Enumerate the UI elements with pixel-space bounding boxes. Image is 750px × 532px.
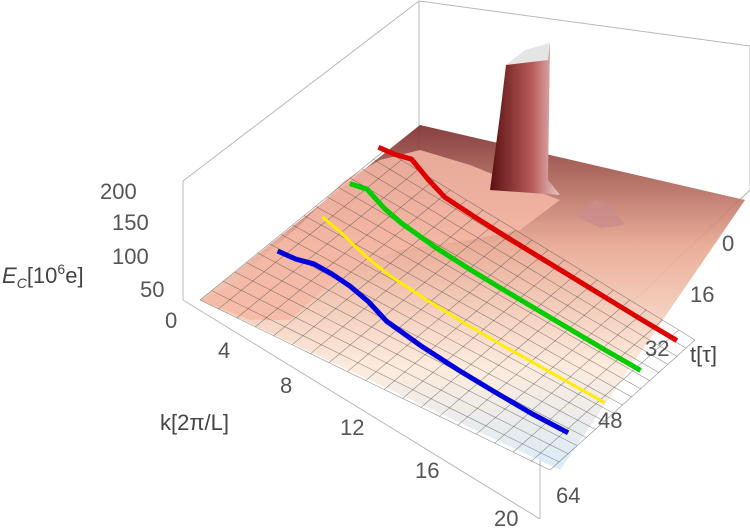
series-line — [377, 144, 679, 343]
t-tick: 64 — [556, 483, 580, 508]
k-tick: 8 — [280, 373, 292, 398]
mesh-line-t — [327, 196, 650, 381]
series-line — [349, 181, 642, 373]
k-tick: 20 — [494, 506, 518, 531]
k-axis-label: k[2π/L] — [160, 410, 229, 435]
surface — [199, 43, 745, 471]
mesh-line-t — [222, 280, 569, 455]
z-axis: 200 150 100 50 0 EC[106e] — [2, 179, 177, 333]
z-axis-label: EC[106e] — [2, 261, 84, 291]
mesh-line-t — [384, 149, 696, 341]
surface-bump — [575, 200, 625, 228]
series-line — [321, 215, 606, 404]
t-tick: 32 — [645, 336, 669, 361]
k-tick: 16 — [415, 458, 439, 483]
mesh-line-t — [280, 234, 614, 414]
mesh-line-t — [257, 252, 596, 430]
z-tick: 0 — [165, 308, 177, 333]
mesh-line-t — [361, 168, 678, 357]
mesh-line-t — [199, 299, 551, 471]
mesh-line-t — [269, 243, 605, 422]
mesh-line-t — [292, 224, 623, 406]
mesh-line-t — [246, 262, 587, 438]
mesh-line-t — [303, 215, 632, 398]
mesh-line-t — [234, 271, 578, 446]
k-axis: 4 8 12 16 20 k[2π/L] — [160, 338, 518, 531]
surface-ridge — [200, 150, 560, 320]
k-tick: 12 — [340, 415, 364, 440]
t-axis: 0 16 32 48 64 t[τ] — [556, 231, 734, 508]
t-tick: 0 — [722, 231, 734, 256]
k-tick: 4 — [218, 338, 230, 363]
series-layer — [276, 144, 679, 436]
mesh-line-t — [315, 205, 641, 390]
mesh-line-t — [350, 177, 668, 365]
z-tick: 150 — [112, 210, 149, 235]
z-tick: 200 — [100, 179, 137, 204]
t-axis-label: t[τ] — [690, 342, 717, 367]
surface-peak-cap — [506, 43, 550, 65]
mesh-line-t — [211, 290, 560, 463]
series-line — [276, 248, 570, 436]
t-tick: 16 — [690, 282, 714, 307]
t-tick: 48 — [598, 408, 622, 433]
surface-peak-spike — [490, 45, 560, 195]
z-tick: 100 — [112, 244, 149, 269]
z-tick: 50 — [140, 277, 164, 302]
